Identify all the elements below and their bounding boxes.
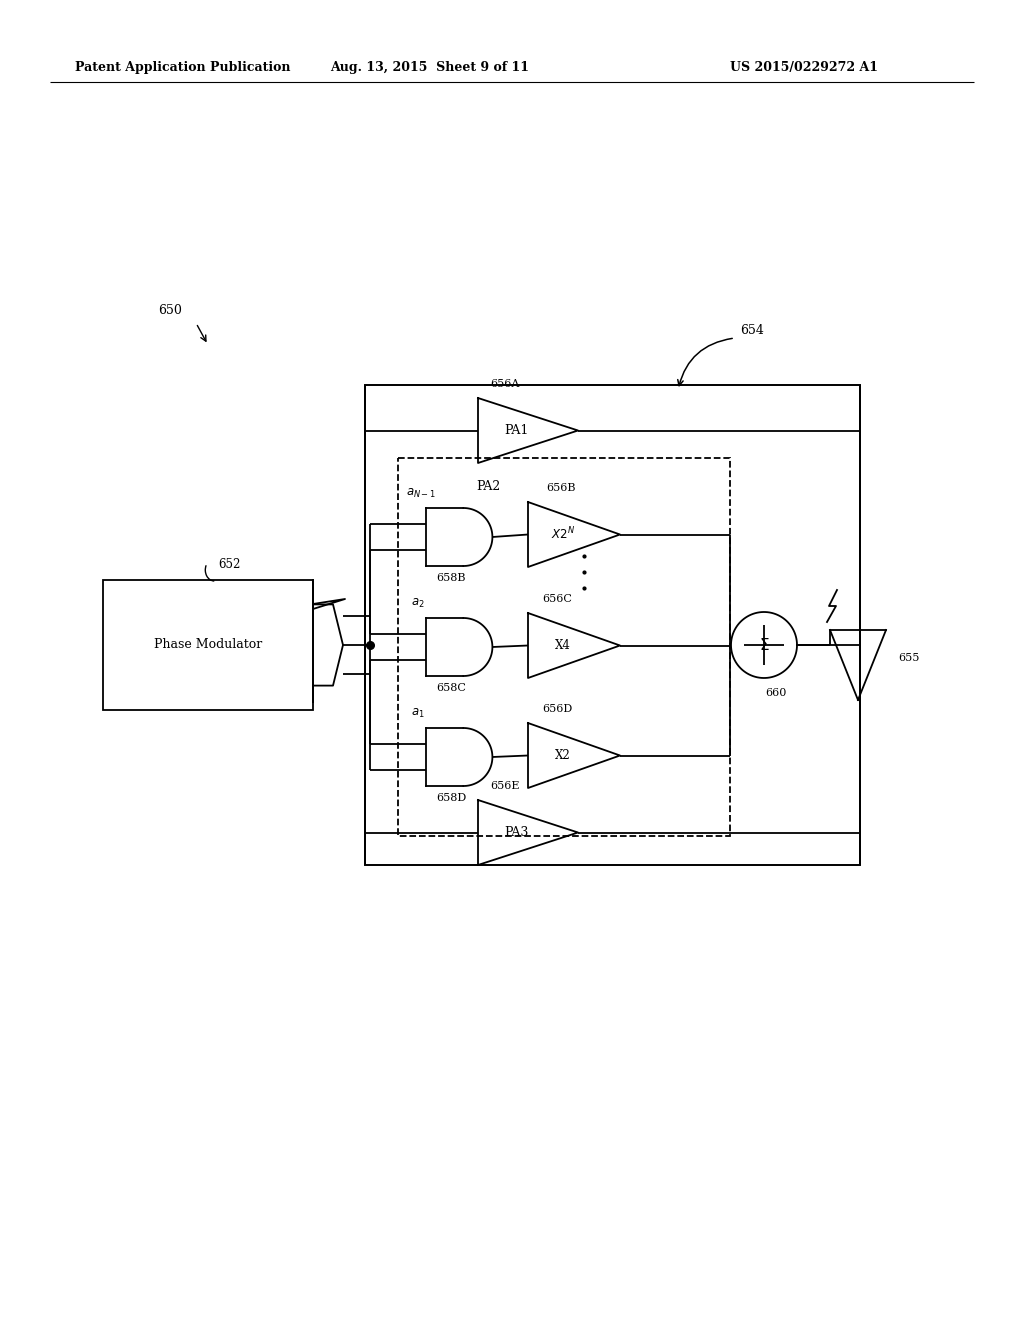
Text: 656D: 656D [542,704,572,714]
Text: PA2: PA2 [476,479,500,492]
Text: 650: 650 [158,304,182,317]
Bar [398,458,730,836]
Bar [365,385,860,865]
Text: X4: X4 [555,639,571,652]
Bar [103,579,313,710]
Text: 660: 660 [765,688,786,698]
Text: $\Sigma$: $\Sigma$ [759,638,769,653]
Text: 656A: 656A [490,379,519,389]
Text: Phase Modulator: Phase Modulator [154,639,262,652]
Text: Aug. 13, 2015  Sheet 9 of 11: Aug. 13, 2015 Sheet 9 of 11 [331,62,529,74]
Text: 658B: 658B [436,573,466,583]
Text: PA1: PA1 [504,424,528,437]
Text: 658C: 658C [436,682,466,693]
Text: US 2015/0229272 A1: US 2015/0229272 A1 [730,62,878,74]
Text: $a_{N-1}$: $a_{N-1}$ [407,487,436,499]
Text: 656B: 656B [546,483,575,492]
Text: $a_2$: $a_2$ [412,597,425,610]
Text: Patent Application Publication: Patent Application Publication [75,62,291,74]
Text: 656C: 656C [542,594,571,605]
Text: 658D: 658D [436,793,466,803]
Text: $a_1$: $a_1$ [412,706,425,719]
Text: 654: 654 [740,323,764,337]
Text: 656E: 656E [490,781,519,791]
Text: $X2^N$: $X2^N$ [551,527,575,543]
Text: PA3: PA3 [504,826,528,840]
Text: 652: 652 [218,557,241,570]
Text: X2: X2 [555,748,570,762]
Text: 655: 655 [898,653,920,663]
